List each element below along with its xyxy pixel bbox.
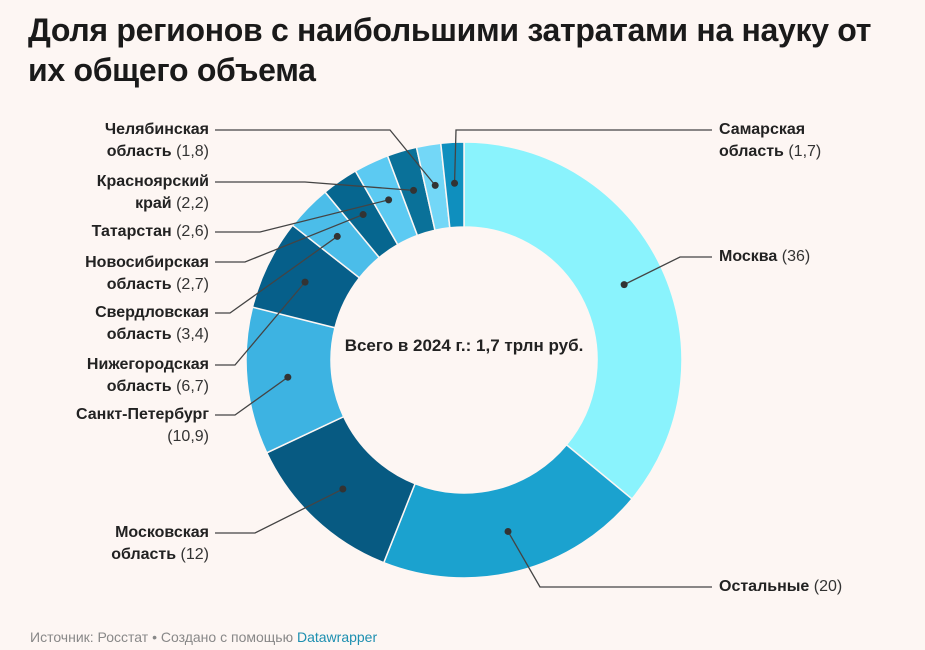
slice-0 (463, 141, 683, 501)
leader-dot-7 (385, 196, 393, 204)
slice-name: Нижегородская (86, 356, 209, 373)
slice-value: (12) (180, 546, 209, 563)
leader-line-9 (215, 129, 436, 186)
slice-value: (10,9) (167, 428, 209, 445)
slice-name: область (106, 378, 172, 395)
slice-name: Москва (719, 248, 778, 265)
slice-name: область (106, 326, 172, 343)
leader-line-5 (215, 235, 338, 314)
slice-name: Санкт-Петербург (76, 406, 209, 423)
slice-name: область (106, 276, 172, 293)
slice-label: Челябинская область (1,8) (105, 119, 209, 163)
slice-label: Красноярский край (2,2) (97, 171, 209, 215)
leader-line-7 (215, 199, 389, 233)
leader-line-3 (215, 376, 289, 416)
slice-name: Самарская (719, 121, 806, 138)
slice-name: край (135, 195, 172, 212)
leader-dot-2 (339, 485, 347, 493)
slice-value: (2,6) (176, 223, 209, 240)
leader-dot-1 (504, 527, 512, 535)
slice-label: Нижегородская область (6,7) (87, 354, 209, 398)
leader-dot-5 (333, 232, 341, 240)
slice-name: Новосибирская (85, 254, 209, 271)
source-text: Источник: Росстат • Создано с помощью (30, 629, 297, 645)
leader-dot-6 (359, 211, 367, 219)
leader-line-2 (215, 488, 344, 534)
slice-value: (1,7) (788, 143, 822, 160)
slice-label: Остальные (20) (719, 576, 842, 598)
slice-label: Москва (36) (719, 246, 810, 268)
slice-name: область (719, 143, 784, 160)
center-total-label: Всего в 2024 г.: 1,7 трлн руб. (344, 336, 584, 355)
slice-name: область (106, 143, 172, 160)
slice-value: (2,2) (176, 195, 209, 212)
leader-dot-9 (431, 181, 439, 189)
leader-dot-4 (301, 278, 309, 286)
footer: Источник: Росстат • Создано с помощью Da… (30, 629, 377, 645)
slice-name: Остальные (719, 578, 810, 595)
leader-line-10 (453, 129, 712, 184)
slice-name: Татарстан (91, 223, 172, 240)
slice-1 (382, 443, 634, 579)
slice-name: область (111, 546, 177, 563)
leader-line-1 (507, 531, 712, 588)
leader-line-4 (215, 281, 306, 366)
leader-dot-10 (451, 179, 459, 187)
slice-label: Новосибирская область (2,7) (85, 252, 209, 296)
leader-dot-3 (284, 373, 292, 381)
datawrapper-link[interactable]: Datawrapper (296, 629, 378, 645)
slice-label: Санкт-Петербург (10,9) (76, 404, 209, 448)
slice-value: (2,7) (176, 276, 209, 293)
slice-value: (3,4) (176, 326, 209, 343)
leader-line-6 (215, 213, 364, 263)
slice-value: (1,8) (176, 143, 209, 160)
leader-dot-8 (410, 186, 418, 194)
slice-label: Московская область (12) (111, 522, 209, 566)
slice-value: (20) (813, 578, 843, 595)
slice-name: Красноярский (96, 173, 209, 190)
leader-dot-0 (620, 281, 628, 289)
slice-value: (36) (781, 248, 811, 265)
slice-name: Московская (115, 524, 209, 541)
slice-value: (6,7) (176, 378, 209, 395)
slice-label: Татарстан (2,6) (92, 221, 209, 243)
chart-title: Доля регионов с наибольшими затратами на… (28, 12, 872, 88)
slice-label: Свердловская область (3,4) (95, 302, 209, 346)
slice-name: Челябинская (104, 121, 209, 138)
leader-line-8 (215, 181, 414, 191)
slice-name: Свердловская (95, 304, 209, 321)
slice-label: Самарская область (1,7) (719, 119, 821, 163)
leader-line-0 (623, 256, 712, 286)
